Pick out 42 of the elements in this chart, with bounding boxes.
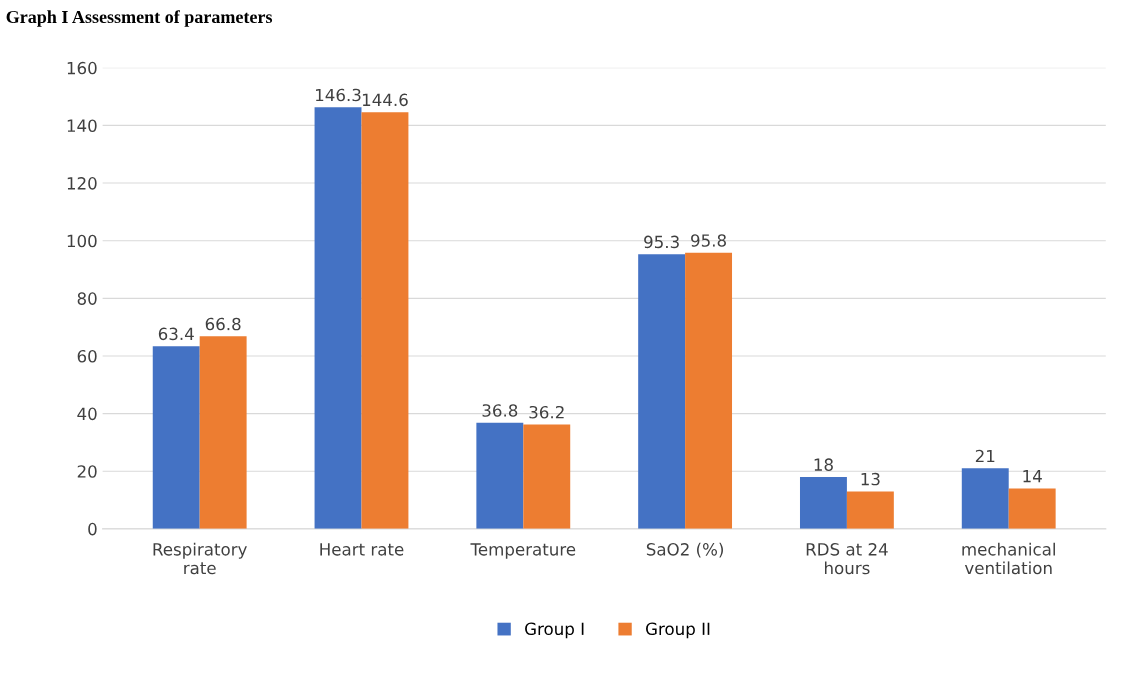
bar	[846, 491, 894, 529]
data-label: 18	[814, 458, 833, 471]
bar	[685, 252, 733, 529]
data-label: 95.3	[644, 235, 679, 249]
data-label: 146.3	[316, 88, 361, 102]
data-label: 36.2	[529, 405, 564, 419]
data-label: 36.8	[482, 404, 518, 417]
y-tick-label: 100	[67, 234, 97, 248]
x-tick-label: SaO2 (%)	[646, 542, 723, 558]
y-tick-label: 160	[67, 61, 97, 75]
y-tick-label: 0	[88, 522, 97, 536]
x-tick-label: Heart rate	[320, 543, 404, 556]
y-tick-label: 40	[77, 407, 97, 421]
y-tick-label: 60	[77, 349, 97, 363]
data-label: 66.8	[205, 317, 241, 331]
bar	[314, 107, 362, 529]
bar	[361, 112, 409, 529]
bar	[199, 336, 247, 529]
chart-title: Graph I Assessment of parameters	[6, 10, 273, 27]
data-label: 63.4	[158, 327, 194, 341]
data-label: 144.6	[362, 93, 408, 107]
x-tick-label: Temperature	[470, 543, 576, 559]
bar	[1008, 488, 1056, 529]
bar	[961, 468, 1009, 529]
bar	[476, 422, 524, 529]
data-label: 21	[975, 449, 995, 463]
y-tick-label: 80	[77, 292, 97, 305]
bar	[523, 424, 571, 529]
y-tick-label: 20	[77, 465, 97, 478]
bar	[638, 254, 686, 529]
legend-label: Group II	[646, 622, 710, 639]
bar	[799, 476, 847, 529]
y-tick-label: 120	[67, 177, 97, 190]
legend-label: Group I	[525, 622, 584, 639]
data-label: 95.8	[691, 234, 726, 247]
data-label: 14	[1023, 470, 1042, 483]
bar	[152, 346, 200, 529]
x-tick-label: RDS at 24 hours	[806, 543, 888, 575]
data-label: 13	[861, 472, 880, 486]
y-tick-label: 140	[67, 119, 97, 132]
x-tick-label: mechanical ventilation	[962, 542, 1055, 575]
x-tick-label: Respiratory rate	[153, 542, 247, 575]
